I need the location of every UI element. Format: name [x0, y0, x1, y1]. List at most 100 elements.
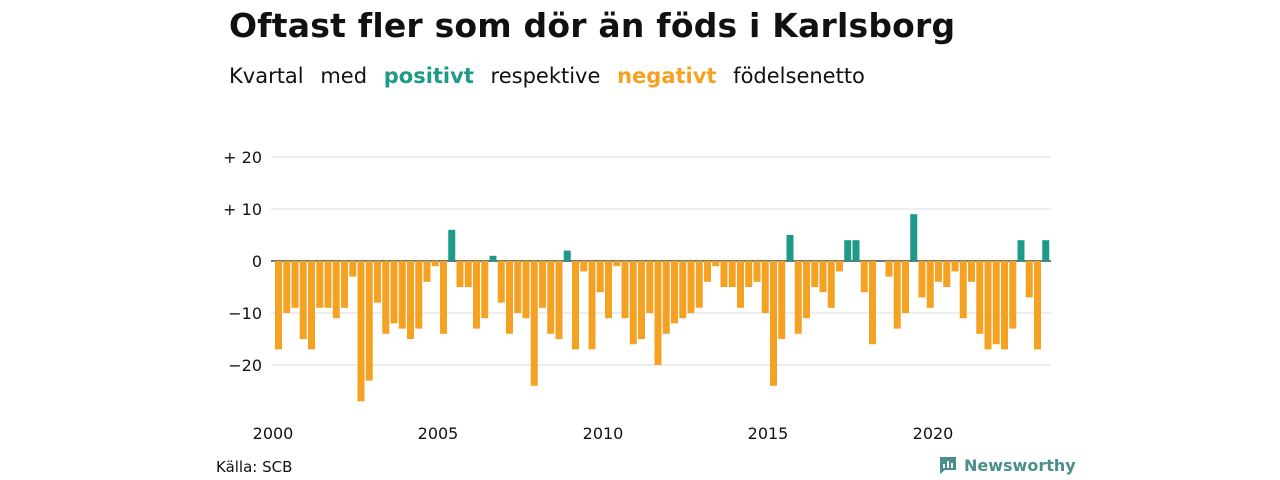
bar	[530, 261, 538, 386]
bar	[646, 261, 654, 313]
bar	[951, 261, 959, 272]
bar	[291, 261, 299, 308]
source-note: Källa: SCB	[216, 458, 293, 476]
bar	[671, 261, 678, 324]
bar	[827, 261, 835, 308]
bar	[728, 261, 736, 287]
x-tick-label: 2015	[748, 424, 789, 443]
bar	[844, 240, 852, 261]
bar	[1034, 261, 1041, 350]
bar	[1001, 261, 1008, 350]
bar	[316, 261, 324, 308]
newsworthy-logo: Newsworthy	[938, 455, 1076, 475]
bar	[910, 214, 918, 261]
bar	[893, 261, 901, 329]
bars	[275, 214, 1050, 402]
bar	[1042, 240, 1050, 261]
bar	[497, 261, 505, 303]
bar	[935, 261, 942, 282]
bar	[687, 261, 695, 313]
bar	[918, 261, 926, 298]
bar	[448, 229, 456, 261]
bar	[283, 261, 291, 313]
chart-title: Oftast fler som dör än föds i Karlsborg	[229, 6, 956, 45]
x-tick-label: 2010	[583, 424, 624, 443]
bar	[902, 261, 909, 313]
bar	[926, 261, 934, 308]
bar	[943, 261, 951, 287]
bar-chart: + 20 + 10 0 −10 −20 2000 2005 2010 2015 2020	[223, 148, 1051, 443]
bar	[852, 240, 860, 261]
bar	[514, 261, 522, 313]
bar	[415, 261, 423, 329]
bar	[547, 261, 555, 334]
bar	[341, 261, 348, 308]
bar	[1025, 261, 1033, 298]
bar	[382, 261, 390, 334]
bar	[431, 261, 439, 267]
bar	[761, 261, 769, 313]
y-tick-label: −20	[228, 356, 262, 375]
x-tick-label: 2020	[913, 424, 954, 443]
bar	[580, 261, 588, 272]
bar	[704, 261, 711, 282]
bar	[324, 261, 332, 308]
bar	[357, 261, 365, 402]
bar	[407, 261, 414, 339]
bar	[563, 250, 571, 261]
bar	[976, 261, 984, 334]
bar	[275, 261, 282, 350]
bar	[621, 261, 629, 319]
bar	[555, 261, 563, 339]
bar	[959, 261, 967, 319]
bar	[745, 261, 753, 287]
bar	[712, 261, 720, 267]
bar	[1017, 240, 1025, 261]
bar	[803, 261, 810, 319]
bar	[720, 261, 728, 287]
bar	[398, 261, 406, 329]
y-tick-label: −10	[228, 304, 262, 323]
bar	[332, 261, 340, 319]
bar	[794, 261, 802, 334]
bar	[885, 261, 893, 277]
bar	[440, 261, 447, 334]
bar	[811, 261, 819, 287]
bar	[481, 261, 489, 319]
bar	[679, 261, 687, 319]
y-tick-label: + 20	[223, 148, 262, 167]
x-axis-labels: 2000 2005 2010 2015 2020	[253, 424, 954, 443]
bar	[778, 261, 786, 339]
bar	[349, 261, 357, 277]
bar	[770, 261, 777, 386]
newsworthy-logo-icon	[940, 457, 956, 474]
subtitle-word-respektive: respektive	[490, 64, 601, 88]
subtitle-positive-label: positivt	[383, 64, 474, 88]
bar	[299, 261, 307, 339]
x-tick-label: 2000	[253, 424, 294, 443]
bar	[638, 261, 645, 339]
bar	[522, 261, 530, 319]
subtitle-negative-label: negativt	[617, 64, 717, 88]
bar	[836, 261, 843, 272]
bar	[572, 261, 579, 350]
bar	[786, 235, 794, 261]
bar	[588, 261, 596, 350]
bar	[308, 261, 315, 350]
bar	[819, 261, 827, 293]
bar	[860, 261, 868, 293]
bar	[539, 261, 546, 308]
bar	[968, 261, 975, 282]
y-tick-label: 0	[252, 252, 262, 271]
bar	[613, 261, 621, 267]
chart-subtitle: Kvartal med positivt respektive negativt…	[229, 64, 875, 88]
bar	[489, 255, 497, 261]
bar	[473, 261, 480, 329]
logo-text: Newsworthy	[964, 455, 1076, 475]
x-tick-label: 2005	[418, 424, 459, 443]
subtitle-word-fodelsenetto: födelsenetto	[733, 64, 865, 88]
bar	[1009, 261, 1017, 329]
subtitle-word-kvartal: Kvartal	[229, 64, 304, 88]
y-tick-label: + 10	[223, 200, 262, 219]
bar	[605, 261, 612, 319]
